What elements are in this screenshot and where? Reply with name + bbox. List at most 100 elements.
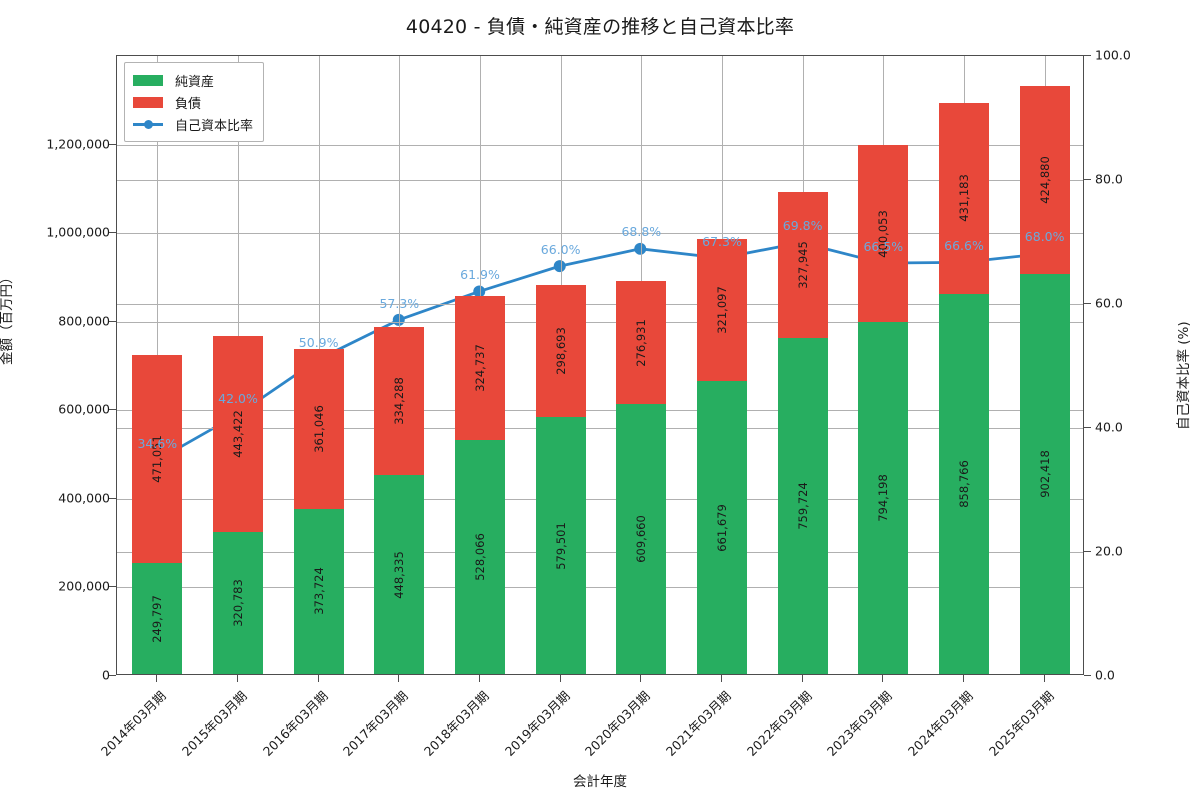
y-axis-left-tick-mark	[109, 143, 116, 145]
ratio-value-label: 34.6%	[137, 436, 178, 452]
bar-group[interactable]: 759,724 327,945	[777, 54, 828, 674]
bar-segment-equity[interactable]	[696, 380, 747, 674]
x-axis-tick-mark	[1044, 675, 1045, 682]
bar-segment-debt[interactable]	[454, 296, 505, 441]
gridline-horizontal	[117, 144, 1083, 146]
y-axis-left-tick-mark	[109, 675, 116, 676]
page-title: 40420 - 負債・純資産の推移と自己資本比率	[405, 16, 795, 38]
ratio-value-label: 68.0%	[1024, 229, 1065, 245]
ratio-value-label: 69.8%	[782, 218, 823, 234]
ratio-data-point[interactable]	[473, 285, 486, 298]
ratio-value-label: 42.0%	[218, 390, 258, 406]
x-axis-label: 会計年度	[573, 774, 627, 790]
gridline-horizontal	[117, 410, 1083, 412]
y-axis-left-tick-label: 600,000	[58, 401, 110, 417]
y-axis-left-tick-mark	[109, 232, 116, 234]
gridline-horizontal-right	[117, 180, 1083, 181]
bar-segment-debt[interactable]	[616, 281, 667, 405]
bar-segment-equity[interactable]	[212, 531, 263, 674]
chart-legend: 純資産 負債 自己資本比率	[124, 62, 265, 142]
ratio-value-label: 66.6%	[944, 238, 984, 254]
x-axis-tick-mark	[156, 675, 157, 682]
x-axis-tick-mark	[640, 675, 641, 682]
y-axis-left-tick-label: 800,000	[58, 313, 110, 329]
legend-label-debt: 負債	[175, 96, 202, 112]
bar-group[interactable]: 579,501 298,693	[535, 54, 586, 674]
bar-segment-equity[interactable]	[535, 417, 586, 674]
bar-segment-equity[interactable]	[1019, 274, 1070, 674]
bar-segment-equity[interactable]	[616, 404, 667, 674]
y-axis-left-tick-label: 0	[102, 667, 110, 683]
bar-group[interactable]: 609,660 276,931	[616, 54, 667, 674]
y-axis-right-tick-label: 100.0	[1095, 47, 1131, 63]
x-axis-tick-mark	[318, 675, 319, 682]
bar-group[interactable]: 320,783 443,422	[212, 54, 263, 674]
bar-group[interactable]: 528,066 324,737	[454, 54, 505, 674]
y-axis-right-label: 自己資本比率 (%)	[1176, 321, 1192, 430]
legend-label-equity: 純資産	[175, 74, 215, 90]
y-axis-left-tick-label: 400,000	[58, 490, 110, 506]
ratio-data-point[interactable]	[634, 242, 647, 255]
bar-segment-debt[interactable]	[535, 285, 586, 418]
y-axis-left-tick-label: 200,000	[58, 578, 110, 594]
legend-swatch-debt	[133, 96, 163, 108]
y-axis-left-tick-mark	[109, 409, 116, 411]
x-axis-tick-mark	[802, 675, 803, 682]
ratio-data-point[interactable]	[392, 313, 405, 326]
ratio-value-label: 57.3%	[379, 295, 420, 311]
bar-segment-debt[interactable]	[858, 145, 909, 323]
bar-group[interactable]: 902,418 424,880	[1019, 54, 1070, 674]
x-axis-tick-mark	[237, 675, 238, 682]
y-axis-right-tick-label: 60.0	[1095, 295, 1123, 311]
bar-group[interactable]: 448,335 334,288	[374, 54, 425, 674]
ratio-value-label: 66.5%	[863, 238, 904, 254]
bar-segment-equity[interactable]	[454, 440, 505, 674]
ratio-data-point[interactable]	[553, 260, 566, 273]
y-axis-right-tick-label: 40.0	[1095, 419, 1123, 435]
bar-segment-equity[interactable]	[132, 563, 183, 674]
bar-group[interactable]: 661,679 321,097	[696, 54, 747, 674]
bar-segment-equity[interactable]	[777, 337, 828, 674]
y-axis-right-tick-mark	[1084, 303, 1091, 304]
ratio-value-label: 66.0%	[540, 241, 581, 257]
bar-segment-equity[interactable]	[374, 475, 425, 674]
bar-group[interactable]: 794,198 400,053	[858, 54, 909, 674]
y-axis-right-tick-label: 0.0	[1095, 667, 1115, 683]
bar-segment-debt[interactable]	[777, 192, 828, 338]
y-axis-left-tick-mark	[109, 586, 116, 588]
y-axis-right-tick-mark	[1084, 551, 1091, 552]
y-axis-right-tick-mark	[1084, 675, 1091, 676]
y-axis-left-tick-mark	[109, 497, 116, 499]
bar-segment-debt[interactable]	[374, 327, 425, 476]
bar-segment-equity[interactable]	[858, 322, 909, 674]
bar-group[interactable]: 858,766 431,183	[938, 54, 989, 674]
bar-segment-equity[interactable]	[938, 293, 989, 674]
legend-item-ratio[interactable]: 自己資本比率	[133, 113, 253, 135]
bar-segment-debt[interactable]	[293, 348, 344, 509]
bar-group[interactable]: 249,797 471,051	[132, 54, 183, 674]
y-axis-right-tick-mark	[1084, 427, 1091, 428]
ratio-value-label: 50.9%	[298, 335, 339, 351]
bar-segment-debt[interactable]	[938, 102, 989, 294]
ratio-value-label: 61.9%	[460, 267, 500, 283]
gridline-horizontal-right	[117, 552, 1083, 553]
ratio-value-label: 68.8%	[621, 224, 662, 240]
legend-item-equity[interactable]: 純資産	[133, 69, 253, 91]
y-axis-left-tick-mark	[109, 320, 116, 322]
gridline-horizontal	[117, 498, 1083, 500]
bar-segment-debt[interactable]	[132, 354, 183, 564]
bar-segment-debt[interactable]	[1019, 86, 1070, 275]
x-axis-tick-mark	[721, 675, 722, 682]
gridline-horizontal	[117, 233, 1083, 235]
bar-group[interactable]: 373,724 361,046	[293, 54, 344, 674]
y-axis-left-tick-label: 1,000,000	[46, 224, 110, 240]
legend-item-debt[interactable]: 負債	[133, 91, 253, 113]
y-axis-right-tick-mark	[1084, 55, 1091, 56]
gridline-horizontal	[117, 321, 1083, 323]
legend-swatch-equity	[133, 74, 163, 86]
bar-segment-debt[interactable]	[696, 238, 747, 381]
y-axis-right-tick-mark	[1084, 179, 1091, 180]
bar-segment-equity[interactable]	[293, 508, 344, 674]
bar-segment-debt[interactable]	[212, 335, 263, 532]
